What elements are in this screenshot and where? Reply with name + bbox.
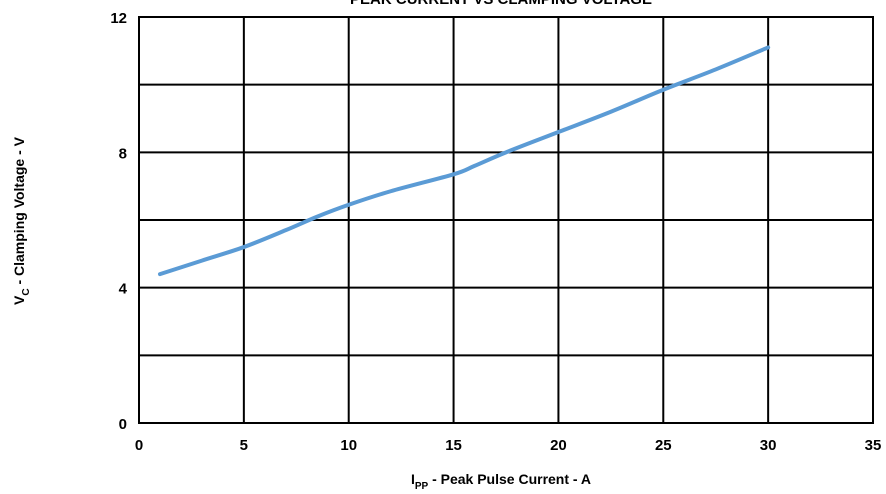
y-axis-label-main: V bbox=[11, 295, 27, 305]
y-axis-label-rest: - Clamping Voltage - V bbox=[11, 136, 27, 288]
x-tick-labels: 0 5 10 15 20 25 30 35 bbox=[135, 437, 882, 454]
x-axis-label-rest: - Peak Pulse Current - A bbox=[428, 471, 591, 487]
x-tick-label: 15 bbox=[445, 437, 462, 454]
y-tick-labels: 0 4 8 12 bbox=[110, 10, 127, 433]
x-tick-label: 30 bbox=[760, 437, 777, 454]
y-tick-label: 12 bbox=[110, 10, 127, 27]
chart-title: PEAK CURRENT VS CLAMPING VOLTAGE bbox=[350, 0, 652, 8]
grid-lines bbox=[139, 17, 873, 423]
x-tick-label: 5 bbox=[240, 437, 248, 454]
y-axis-label: VC - Clamping Voltage - V bbox=[11, 136, 32, 305]
series-layer bbox=[157, 45, 771, 277]
series-line bbox=[157, 45, 771, 277]
x-tick-label: 35 bbox=[865, 437, 882, 454]
x-tick-label: 25 bbox=[655, 437, 672, 454]
y-tick-label: 8 bbox=[119, 145, 127, 162]
x-tick-label: 0 bbox=[135, 437, 143, 454]
x-tick-label: 20 bbox=[550, 437, 567, 454]
x-tick-label: 10 bbox=[340, 437, 357, 454]
x-axis-label-sub: PP bbox=[415, 481, 429, 492]
y-tick-label: 0 bbox=[119, 416, 127, 433]
plot-area-frame bbox=[138, 16, 874, 424]
x-axis-label: IPP - Peak Pulse Current - A bbox=[411, 471, 591, 492]
x-axis-label-main: I bbox=[411, 471, 415, 487]
y-tick-label: 4 bbox=[119, 281, 128, 298]
y-axis-label-sub: C bbox=[21, 288, 32, 295]
